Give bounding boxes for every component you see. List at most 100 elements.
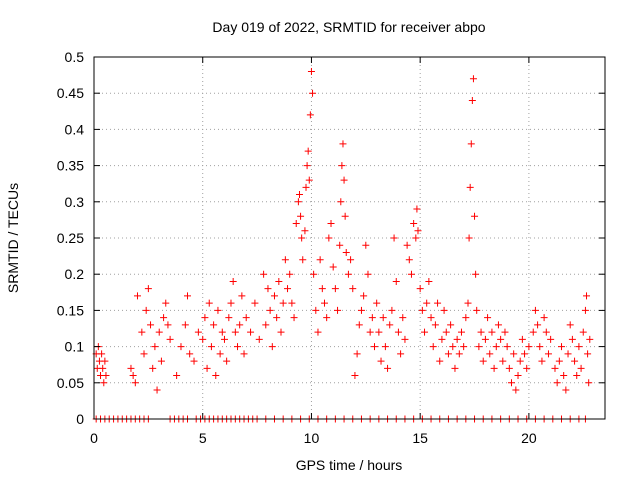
data-point bbox=[290, 314, 298, 322]
data-point bbox=[457, 328, 465, 336]
data-point bbox=[340, 176, 348, 184]
data-point bbox=[144, 285, 152, 293]
data-point bbox=[281, 256, 289, 264]
data-point bbox=[231, 328, 239, 336]
data-point bbox=[507, 379, 515, 387]
data-point bbox=[436, 357, 444, 365]
data-point bbox=[562, 386, 570, 394]
data-point bbox=[140, 350, 148, 358]
data-point bbox=[390, 234, 398, 242]
data-point bbox=[475, 343, 483, 351]
y-tick-label: 0.15 bbox=[57, 302, 84, 318]
data-point bbox=[512, 386, 520, 394]
data-point bbox=[423, 299, 431, 307]
data-point bbox=[98, 350, 106, 358]
data-point bbox=[247, 328, 255, 336]
data-point bbox=[481, 335, 489, 343]
data-point bbox=[160, 314, 168, 322]
data-point bbox=[295, 191, 303, 199]
data-point bbox=[472, 270, 480, 278]
data-point bbox=[307, 67, 315, 75]
data-point bbox=[205, 299, 213, 307]
data-point bbox=[364, 270, 372, 278]
data-point bbox=[579, 328, 587, 336]
data-point bbox=[503, 343, 511, 351]
data-point bbox=[305, 176, 313, 184]
data-point bbox=[465, 234, 473, 242]
data-point bbox=[353, 350, 361, 358]
data-points bbox=[92, 67, 594, 423]
data-point bbox=[149, 364, 157, 372]
data-point bbox=[334, 306, 342, 314]
data-point bbox=[203, 364, 211, 372]
data-point bbox=[447, 321, 455, 329]
data-point bbox=[568, 335, 576, 343]
data-point bbox=[129, 372, 137, 380]
data-point bbox=[288, 299, 296, 307]
data-point bbox=[223, 357, 231, 365]
data-point bbox=[560, 372, 568, 380]
y-axis-label: SRMTID / TECUs bbox=[5, 183, 21, 293]
data-point bbox=[362, 241, 370, 249]
data-point bbox=[284, 285, 292, 293]
data-point bbox=[427, 314, 435, 322]
data-point bbox=[166, 335, 174, 343]
data-point bbox=[153, 386, 161, 394]
data-point bbox=[331, 285, 339, 293]
data-point bbox=[377, 357, 385, 365]
data-point bbox=[492, 343, 500, 351]
x-tick-label: 15 bbox=[412, 430, 428, 446]
data-point bbox=[194, 328, 202, 336]
data-point bbox=[484, 314, 492, 322]
data-point bbox=[337, 198, 345, 206]
data-point bbox=[266, 306, 274, 314]
data-point bbox=[339, 140, 347, 148]
data-point bbox=[341, 212, 349, 220]
data-point bbox=[529, 328, 537, 336]
data-point bbox=[573, 372, 581, 380]
data-point bbox=[277, 328, 285, 336]
data-point bbox=[584, 350, 592, 358]
data-point bbox=[360, 292, 368, 300]
data-point bbox=[312, 306, 320, 314]
data-point bbox=[186, 350, 194, 358]
data-point bbox=[490, 364, 498, 372]
data-point bbox=[514, 372, 522, 380]
data-point bbox=[255, 335, 263, 343]
data-point bbox=[414, 227, 422, 235]
data-point bbox=[451, 364, 459, 372]
data-point bbox=[494, 321, 502, 329]
y-tick-label: 0.35 bbox=[57, 158, 84, 174]
data-point bbox=[309, 89, 317, 97]
data-point bbox=[405, 256, 413, 264]
data-point bbox=[473, 306, 481, 314]
data-point bbox=[151, 343, 159, 351]
data-point bbox=[586, 335, 594, 343]
data-point bbox=[216, 350, 224, 358]
data-point bbox=[466, 183, 474, 191]
data-point bbox=[468, 96, 476, 104]
data-point bbox=[544, 350, 552, 358]
data-point bbox=[344, 270, 352, 278]
data-point bbox=[302, 183, 310, 191]
data-point bbox=[264, 285, 272, 293]
data-point bbox=[518, 335, 526, 343]
data-point bbox=[540, 314, 548, 322]
data-point bbox=[318, 285, 326, 293]
data-point bbox=[320, 299, 328, 307]
data-point bbox=[99, 364, 107, 372]
data-point bbox=[585, 379, 593, 387]
data-point bbox=[488, 328, 496, 336]
data-point bbox=[516, 357, 524, 365]
data-point bbox=[181, 321, 189, 329]
y-tick-label: 0.05 bbox=[57, 375, 84, 391]
data-point bbox=[564, 350, 572, 358]
data-point bbox=[347, 256, 355, 264]
data-point bbox=[538, 357, 546, 365]
data-point bbox=[581, 306, 589, 314]
data-point bbox=[399, 314, 407, 322]
data-point bbox=[401, 335, 409, 343]
data-point bbox=[462, 314, 470, 322]
data-point bbox=[501, 328, 509, 336]
